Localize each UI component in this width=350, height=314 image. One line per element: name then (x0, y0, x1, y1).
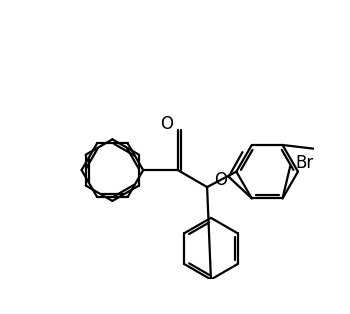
Text: Br: Br (295, 154, 313, 172)
Text: O: O (215, 171, 228, 189)
Text: O: O (161, 115, 174, 133)
